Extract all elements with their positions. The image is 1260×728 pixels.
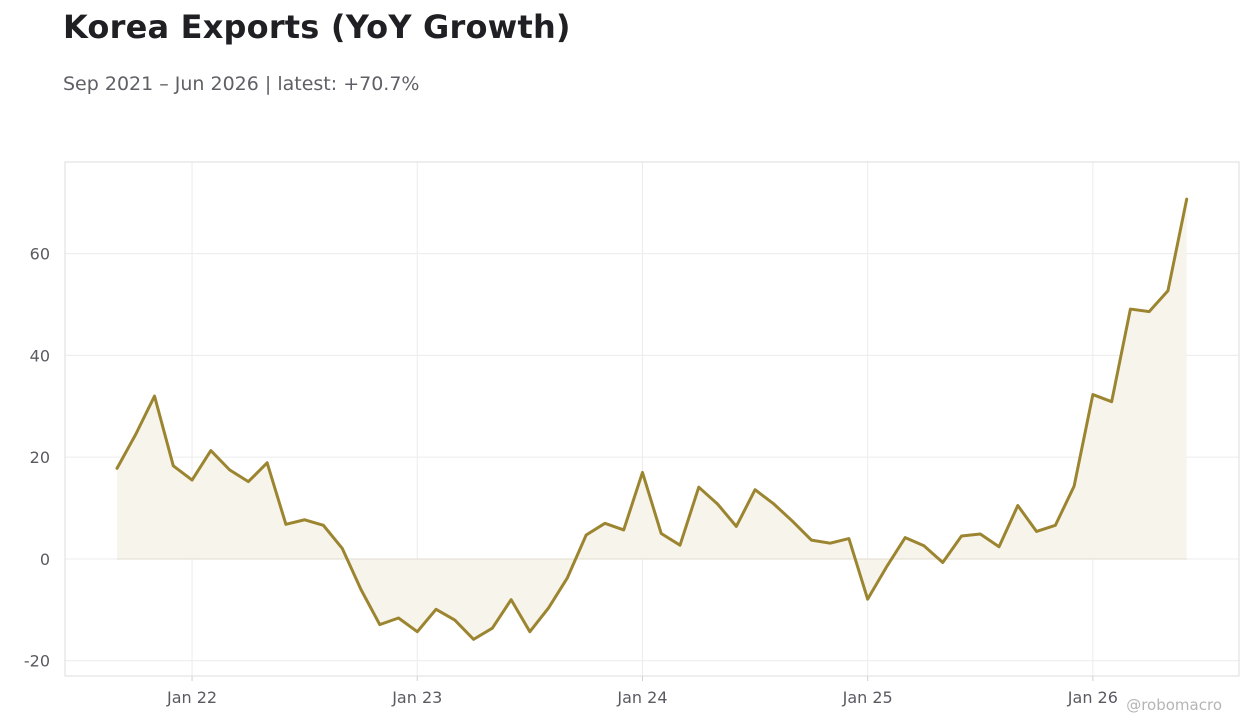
y-tick-label: 60	[30, 245, 50, 264]
axis-layer: -20 0 20 40 60 Jan 22 Jan 23 Jan 24 Jan 25 Jan 26	[24, 245, 1118, 707]
x-tick-label: Jan 24	[616, 688, 667, 707]
line-layer	[115, 197, 1189, 641]
area-fill	[117, 199, 1187, 640]
y-tick-label: -20	[24, 652, 50, 671]
y-tick-label: 0	[40, 550, 50, 569]
plot-frame	[64, 161, 1240, 677]
chart-subtitle: Sep 2021 – Jun 2026 | latest: +70.7%	[63, 73, 420, 95]
y-tick-label: 20	[30, 448, 50, 467]
x-tick-label: Jan 25	[842, 688, 893, 707]
grid-layer	[65, 162, 1239, 676]
x-tick-label: Jan 22	[166, 688, 217, 707]
watermark: @robomacro	[1126, 696, 1222, 714]
y-tick-label: 40	[30, 346, 50, 365]
chart-title: Korea Exports (YoY Growth)	[63, 8, 571, 46]
x-tick-label: Jan 26	[1067, 688, 1118, 707]
area-layer	[117, 199, 1187, 640]
series-line	[115, 197, 1189, 641]
x-tick-label: Jan 23	[391, 688, 442, 707]
